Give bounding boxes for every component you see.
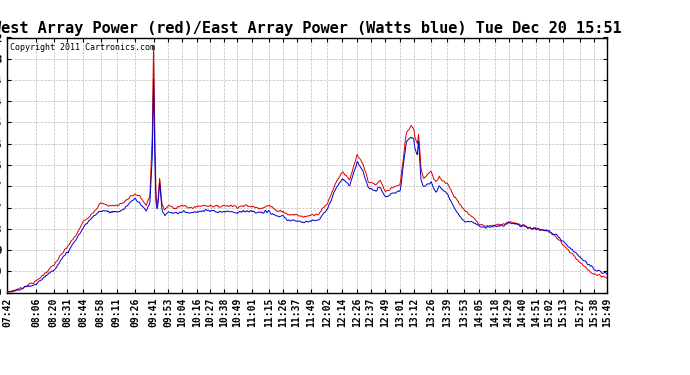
Title: West Array Power (red)/East Array Power (Watts blue) Tue Dec 20 15:51: West Array Power (red)/East Array Power … bbox=[0, 21, 622, 36]
Text: Copyright 2011 Cartronics.com: Copyright 2011 Cartronics.com bbox=[10, 43, 155, 52]
